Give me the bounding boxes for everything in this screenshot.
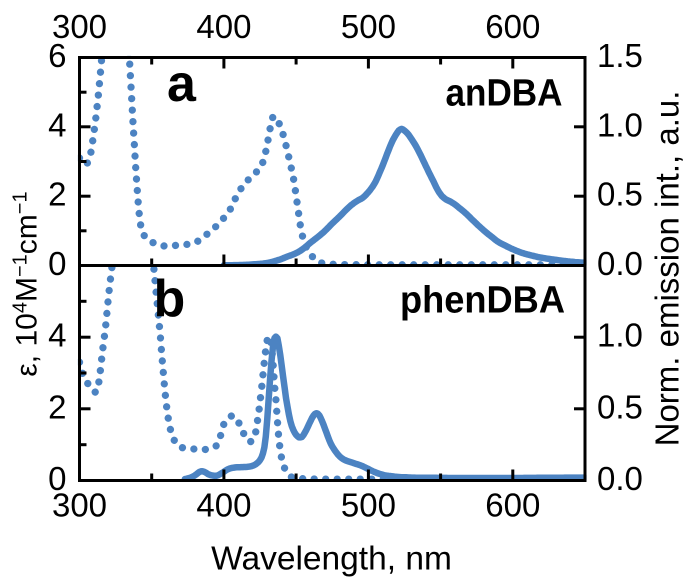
svg-text:600: 600 (485, 8, 540, 45)
svg-text:4: 4 (48, 317, 66, 354)
svg-text:0.0: 0.0 (597, 245, 643, 282)
svg-text:Wavelength, nm: Wavelength, nm (211, 541, 452, 578)
svg-text:1.0: 1.0 (597, 106, 643, 143)
svg-text:a: a (167, 55, 197, 113)
svg-text:ε, 104M−1cm−1: ε, 104M−1cm−1 (10, 191, 44, 376)
svg-text:Norm. emission int., a.u.: Norm. emission int., a.u. (649, 91, 686, 447)
svg-text:400: 400 (196, 8, 251, 45)
svg-text:0.5: 0.5 (597, 176, 643, 213)
svg-text:0: 0 (48, 460, 66, 497)
svg-text:0.5: 0.5 (597, 388, 643, 425)
svg-text:0.0: 0.0 (597, 460, 643, 497)
svg-text:phenDBA: phenDBA (400, 280, 565, 322)
svg-text:400: 400 (196, 487, 251, 524)
svg-text:1.5: 1.5 (597, 37, 643, 74)
svg-text:b: b (154, 270, 186, 328)
svg-text:300: 300 (52, 487, 107, 524)
svg-text:0: 0 (48, 245, 66, 282)
svg-text:300: 300 (52, 8, 107, 45)
svg-text:2: 2 (48, 176, 66, 213)
svg-text:500: 500 (341, 487, 396, 524)
svg-text:6: 6 (48, 37, 66, 74)
svg-text:2: 2 (48, 388, 66, 425)
svg-text:anDBA: anDBA (446, 73, 563, 115)
svg-text:500: 500 (341, 8, 396, 45)
svg-text:4: 4 (48, 106, 66, 143)
svg-text:1.0: 1.0 (597, 317, 643, 354)
svg-text:600: 600 (485, 487, 540, 524)
